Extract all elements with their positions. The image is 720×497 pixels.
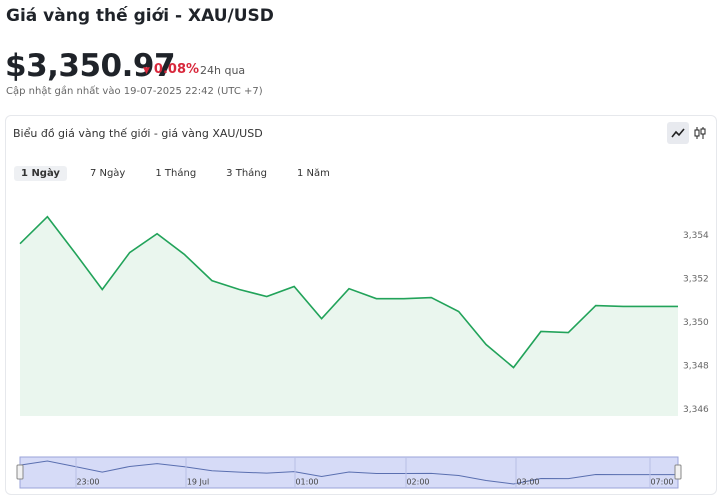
chart-type-switch	[667, 122, 713, 146]
navigator-label: 23:00	[76, 478, 99, 487]
page-title: Giá vàng thế giới - XAU/USD	[6, 6, 274, 26]
range-tabs: 1 Ngày 7 Ngày 1 Tháng 3 Tháng 1 Năm	[14, 166, 349, 181]
navigator-label: 02:00	[406, 478, 429, 487]
candle-icon	[694, 127, 706, 139]
navigator-label: 03:00	[516, 478, 539, 487]
navigator-handle[interactable]	[674, 464, 682, 480]
updated-time: Cập nhật gần nhất vào 19-07-2025 22:42 (…	[6, 86, 263, 97]
range-tab[interactable]: 1 Tháng	[155, 168, 197, 179]
candle-chart-button[interactable]	[689, 122, 711, 144]
change-value: 0.08%	[153, 62, 200, 77]
y-tick-label: 3,348	[683, 362, 709, 372]
y-tick-label: 3,346	[683, 405, 709, 415]
navigator-label: 07:00	[650, 478, 673, 487]
price-change: ▼ 0.08%	[143, 62, 199, 77]
y-tick-label: 3,350	[683, 318, 709, 328]
period: 24h qua	[200, 64, 246, 77]
navigator-line	[19, 460, 678, 485]
range-tab[interactable]: 1 Năm	[296, 168, 330, 179]
navigator-label: 19 Jul	[187, 478, 209, 487]
price: $3,350.97	[5, 48, 176, 84]
y-tick-label: 3,352	[683, 275, 709, 285]
card-title: Biểu đồ giá vàng thế giới - giá vàng XAU…	[13, 127, 263, 140]
navigator	[19, 456, 679, 489]
line-chart-button[interactable]	[667, 122, 689, 144]
navigator-handle[interactable]	[16, 464, 24, 480]
range-tab[interactable]: 3 Tháng	[226, 168, 267, 179]
line-icon	[671, 128, 685, 138]
navigator-label: 01:00	[295, 478, 318, 487]
area	[20, 216, 678, 416]
range-tab[interactable]: 7 Ngày	[89, 168, 126, 179]
y-tick-label: 3,354	[683, 231, 709, 241]
chart-card	[5, 115, 717, 495]
range-tab[interactable]: 1 Ngày	[14, 166, 67, 181]
down-arrow: ▼	[143, 66, 150, 76]
price-line	[19, 215, 678, 369]
